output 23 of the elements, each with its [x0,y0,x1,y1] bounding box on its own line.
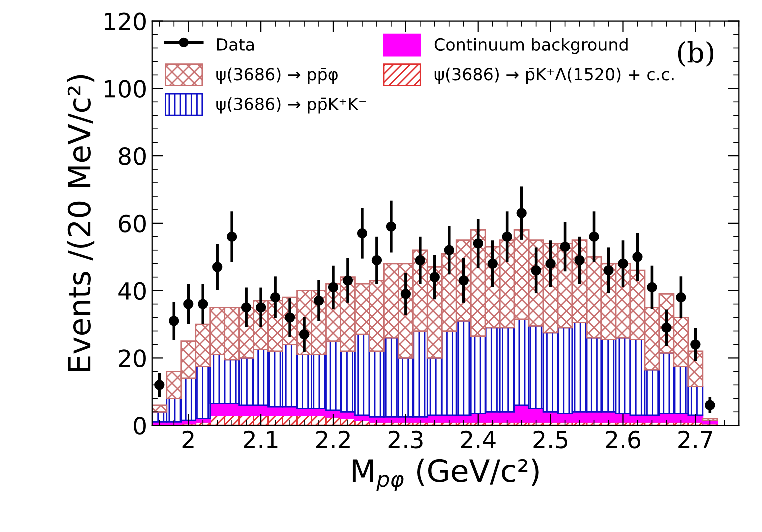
legend-label: Continuum background [434,38,628,54]
y-tick-label: 0 [134,417,146,435]
x-axis-title: M$_{pφ}$ (GeV/c²) [352,458,539,492]
x-tick-label: 2.7 [678,430,712,448]
y-tick-label: 120 [105,12,146,31]
y-tick-label: 80 [119,148,146,166]
y-tick-label: 20 [119,350,146,368]
legend-label: ψ(3686) → pp̄φ [216,68,338,84]
annotation: (b) [678,41,714,67]
y-tick-label: 60 [119,214,146,233]
x-tick-label: 2.5 [534,430,568,449]
x-tick-label: 2 [182,430,194,448]
x-tick-label: 2.1 [244,430,278,448]
y-tick-label: 40 [118,282,146,300]
y-axis-title: Events /(20 MeV/c²) [67,75,95,372]
y-tick-label: 100 [105,80,146,98]
x-tick-label: 2.6 [606,430,641,449]
legend-label: ψ(3686) → p̄K⁺Λ(1520) + c.c. [434,68,674,84]
x-tick-label: 2.2 [316,430,350,448]
legend-label: Data [217,38,254,52]
x-tick-label: 2.4 [461,430,496,448]
x-tick-label: 2.3 [388,430,423,449]
legend-label: ψ(3686) → pp̄K⁺K⁻ [216,98,366,114]
